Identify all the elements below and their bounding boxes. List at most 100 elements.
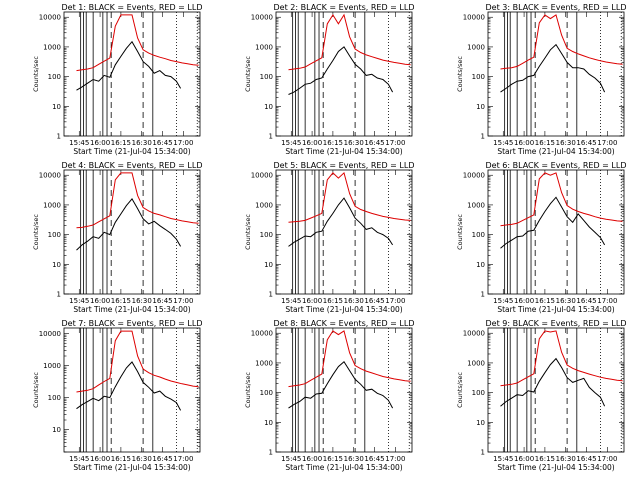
black-series-line: [76, 198, 182, 251]
panel-title: Det 9: BLACK = Events, RED = LLD: [486, 319, 627, 328]
y-tick-label: 10000: [463, 14, 485, 22]
x-tick-label: 16:30: [344, 297, 364, 305]
y-tick-label: 10000: [251, 172, 273, 180]
y-tick-label: 1: [481, 133, 485, 141]
y-tick-label: 1000: [467, 359, 485, 367]
black-series-line: [288, 360, 394, 409]
panel-title: Det 3: BLACK = Events, RED = LLD: [486, 3, 627, 12]
y-tick-label: 1: [481, 291, 485, 299]
y-tick-label: 10000: [39, 14, 61, 22]
x-axis-label: Start Time (21-Jul-04 15:34:00): [73, 147, 190, 156]
x-axis-label: Start Time (21-Jul-04 15:34:00): [285, 463, 402, 472]
y-tick-label: 100: [472, 389, 485, 397]
x-tick-label: 16:15: [535, 297, 555, 305]
x-tick-label: 15:45: [281, 455, 301, 463]
x-tick-label: 16:30: [344, 139, 364, 147]
x-tick-label: 16:15: [111, 139, 131, 147]
y-tick-label: 100: [260, 389, 273, 397]
y-axis-label: Counts/sec: [456, 372, 464, 408]
x-tick-label: 16:45: [576, 139, 596, 147]
y-tick-label: 1: [481, 449, 485, 457]
plot-frame: [63, 327, 201, 453]
y-axis-label: Counts/sec: [244, 214, 252, 250]
y-tick-label: 10000: [251, 14, 273, 22]
y-tick-label: 10000: [463, 330, 485, 338]
x-tick-label: 16:30: [132, 139, 152, 147]
x-tick-label: 16:15: [323, 297, 343, 305]
y-tick-label: 10: [476, 261, 485, 269]
x-tick-label: 17:00: [597, 455, 617, 463]
x-tick-label: 17:00: [173, 139, 193, 147]
y-tick-label: 1: [269, 291, 273, 299]
x-tick-label: 15:45: [281, 297, 301, 305]
x-tick-label: 15:45: [281, 139, 301, 147]
x-tick-label: 16:00: [90, 455, 110, 463]
x-tick-label: 16:00: [514, 297, 534, 305]
x-tick-label: 16:15: [323, 139, 343, 147]
y-tick-label: 1000: [255, 359, 273, 367]
y-axis-label: Counts/sec: [244, 372, 252, 408]
panel-title: Det 2: BLACK = Events, RED = LLD: [274, 3, 415, 12]
x-tick-label: 16:30: [556, 455, 576, 463]
y-tick-label: 100: [48, 394, 61, 402]
y-tick-label: 10000: [251, 330, 273, 338]
y-tick-label: 1000: [43, 201, 61, 209]
y-tick-label: 10000: [39, 172, 61, 180]
y-tick-label: 10000: [463, 172, 485, 180]
plot-frame: [487, 169, 625, 295]
y-axis-label: Counts/sec: [32, 56, 40, 92]
x-tick-label: 16:30: [556, 297, 576, 305]
x-tick-label: 17:00: [173, 297, 193, 305]
y-axis-label: Counts/sec: [32, 372, 40, 408]
x-axis-label: Start Time (21-Jul-04 15:34:00): [497, 463, 614, 472]
red-series-line: [288, 330, 411, 388]
y-tick-label: 100: [48, 73, 61, 81]
x-tick-label: 16:45: [364, 297, 384, 305]
red-series-line: [500, 330, 623, 387]
y-tick-label: 100: [260, 231, 273, 239]
y-tick-label: 10: [52, 103, 61, 111]
x-tick-label: 16:45: [364, 139, 384, 147]
red-series-line: [76, 172, 199, 229]
panel-title: Det 6: BLACK = Events, RED = LLD: [486, 161, 627, 170]
x-tick-label: 17:00: [385, 455, 405, 463]
x-tick-label: 16:00: [90, 297, 110, 305]
x-tick-label: 16:15: [111, 455, 131, 463]
detector-panel: 1 10 100 1000 10000 15:45 16:00 16:15 16:30 16:45…: [244, 161, 414, 314]
x-tick-label: 16:00: [90, 139, 110, 147]
x-tick-label: 16:00: [302, 297, 322, 305]
x-tick-label: 16:45: [152, 297, 172, 305]
x-tick-label: 16:45: [152, 455, 172, 463]
y-tick-label: 1000: [255, 201, 273, 209]
x-axis-label: Start Time (21-Jul-04 15:34:00): [73, 305, 190, 314]
y-tick-label: 1: [269, 449, 273, 457]
detector-panel: 1 10 100 1000 10000 15:45 16:00 16:15 16:30 16:45…: [456, 161, 626, 314]
y-tick-label: 100: [48, 231, 61, 239]
y-axis-label: Counts/sec: [32, 214, 40, 250]
panel-title: Det 5: BLACK = Events, RED = LLD: [274, 161, 415, 170]
panel-title: Det 4: BLACK = Events, RED = LLD: [62, 161, 203, 170]
y-tick-label: 10: [264, 261, 273, 269]
x-tick-label: 15:45: [493, 297, 513, 305]
x-tick-label: 16:30: [132, 455, 152, 463]
y-tick-label: 10: [476, 419, 485, 427]
x-axis-label: Start Time (21-Jul-04 15:34:00): [73, 463, 190, 472]
x-tick-label: 17:00: [597, 139, 617, 147]
y-axis-label: Counts/sec: [456, 56, 464, 92]
panel-title: Det 1: BLACK = Events, RED = LLD: [62, 3, 203, 12]
detector-panel: 1 10 100 1000 10000 15:45 16:00 16:15 16:30 16:45…: [32, 3, 202, 156]
x-tick-label: 16:45: [576, 297, 596, 305]
black-series-line: [76, 40, 182, 91]
panel-title: Det 7: BLACK = Events, RED = LLD: [62, 319, 203, 328]
detector-panel: 1 10 100 1000 10000 15:45 16:00 16:15 16:30 16:45…: [32, 161, 202, 314]
y-tick-label: 10: [476, 103, 485, 111]
plot-frame: [63, 169, 201, 295]
y-tick-label: 10: [264, 103, 273, 111]
black-series-line: [500, 357, 606, 407]
x-tick-label: 16:30: [344, 455, 364, 463]
y-tick-label: 1000: [467, 201, 485, 209]
black-series-line: [288, 197, 394, 247]
plot-frame: [275, 11, 413, 137]
x-tick-label: 17:00: [385, 297, 405, 305]
